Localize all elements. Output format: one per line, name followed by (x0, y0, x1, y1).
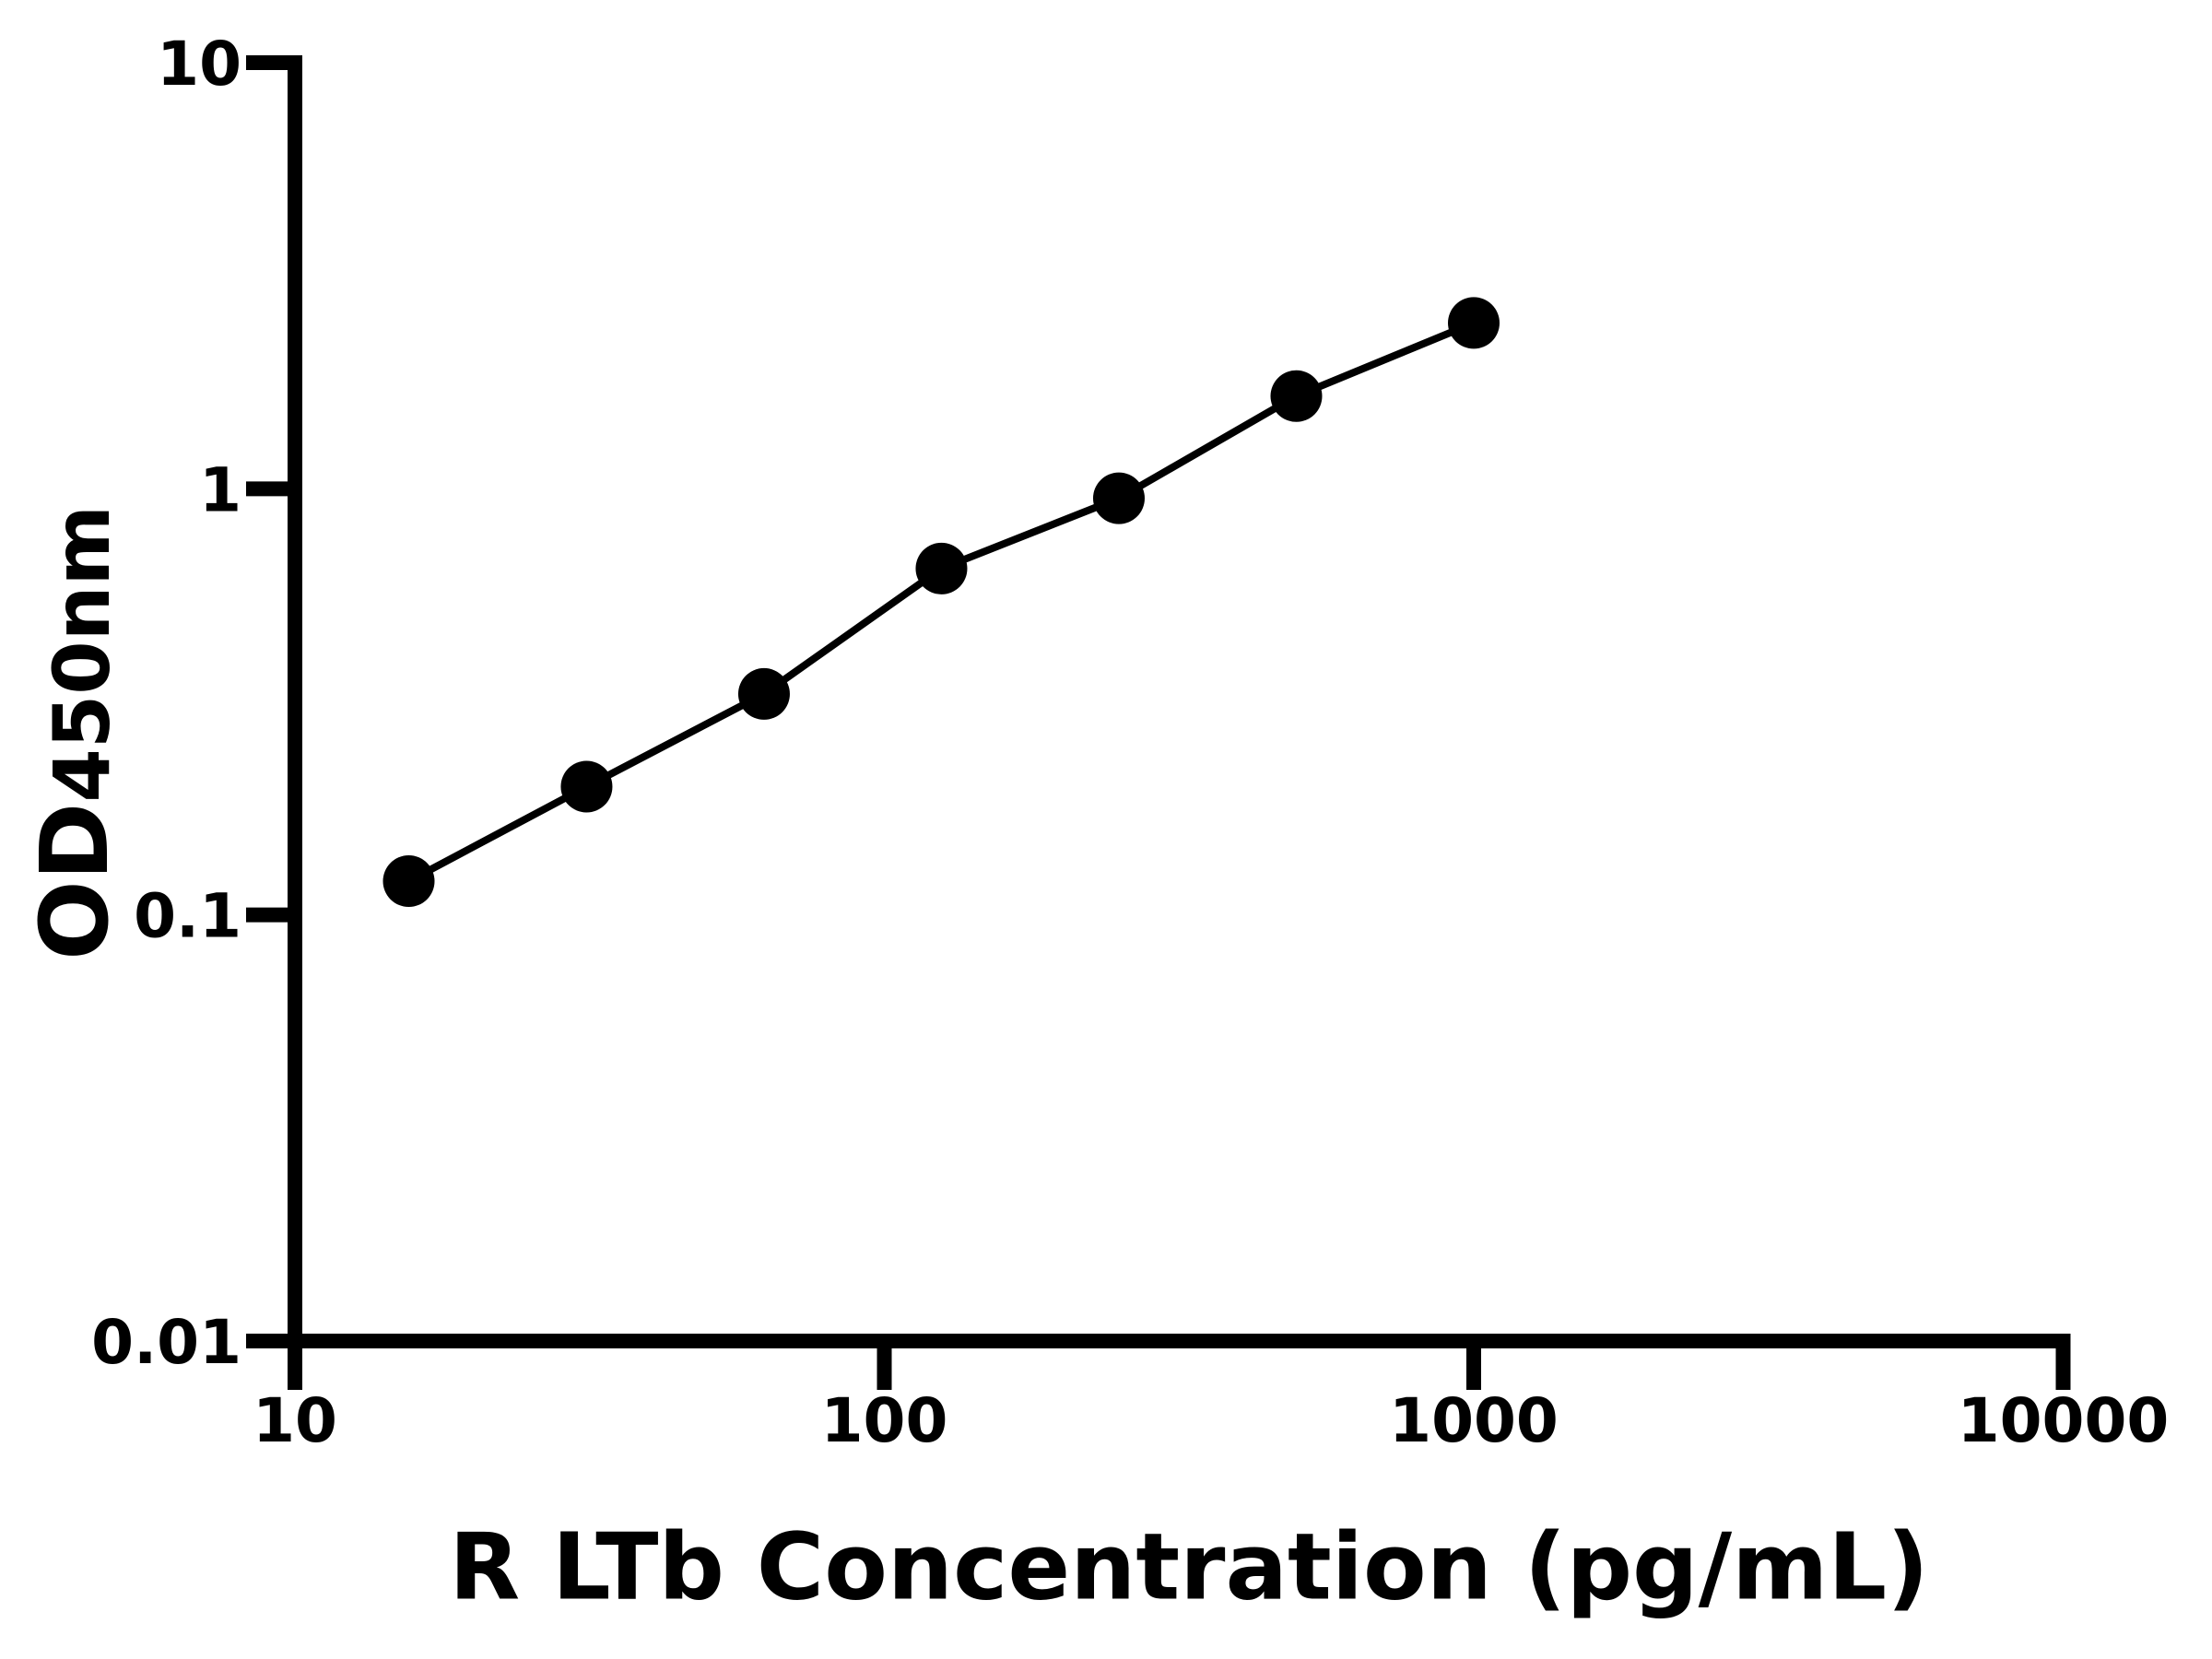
y-tick-label: 10 (157, 29, 241, 100)
y-axis-title-sub: 450nm (37, 504, 127, 803)
x-tick-label: 100 (821, 1385, 948, 1456)
y-axis-title-main: OD (20, 802, 130, 961)
y-tick-label: 0.01 (91, 1307, 241, 1378)
y-tick-label: 1 (199, 454, 241, 525)
x-tick-label: 10000 (1958, 1385, 2170, 1456)
data-point (1448, 297, 1500, 349)
data-point (1270, 370, 1323, 422)
y-axis-title: OD450nm (20, 505, 130, 960)
data-point (1092, 472, 1145, 524)
data-point (560, 760, 613, 813)
data-point (915, 542, 968, 594)
data-point (737, 667, 790, 720)
x-tick-label: 10 (253, 1385, 337, 1456)
x-tick-label: 1000 (1389, 1385, 1559, 1456)
data-point (382, 855, 435, 908)
y-tick-label: 0.1 (134, 881, 241, 952)
x-axis-title: R LTb Concentration (pg/mL) (449, 1513, 1929, 1621)
x-axis-title-text: R LTb Concentration (pg/mL) (449, 1512, 1929, 1621)
